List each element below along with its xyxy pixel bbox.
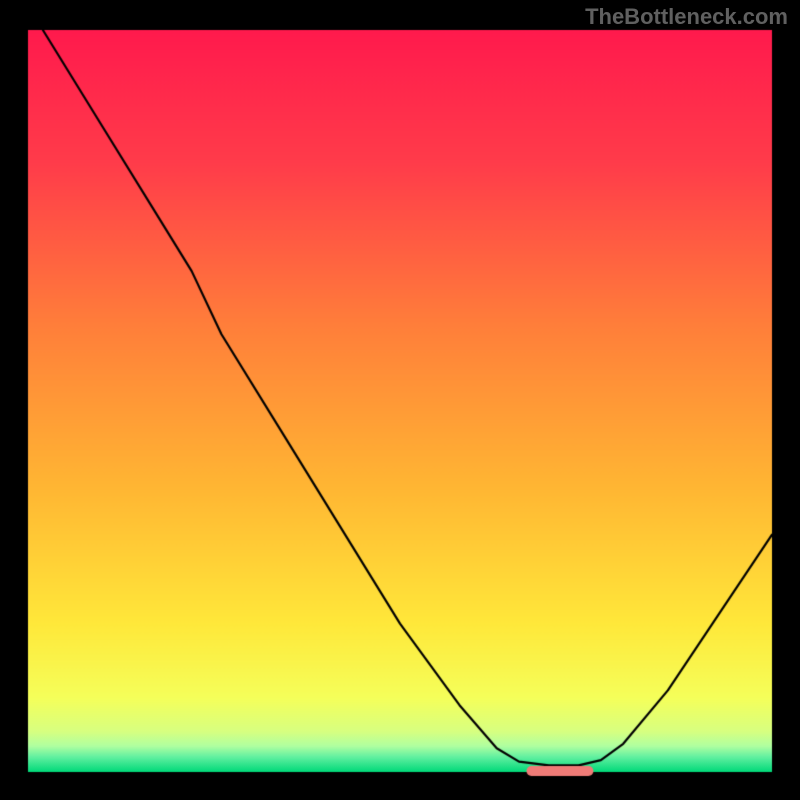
watermark-text: TheBottleneck.com bbox=[585, 4, 788, 30]
chart-container: TheBottleneck.com bbox=[0, 0, 800, 800]
bottleneck-curve-chart bbox=[0, 0, 800, 800]
chart-canvas-wrap bbox=[0, 0, 800, 800]
